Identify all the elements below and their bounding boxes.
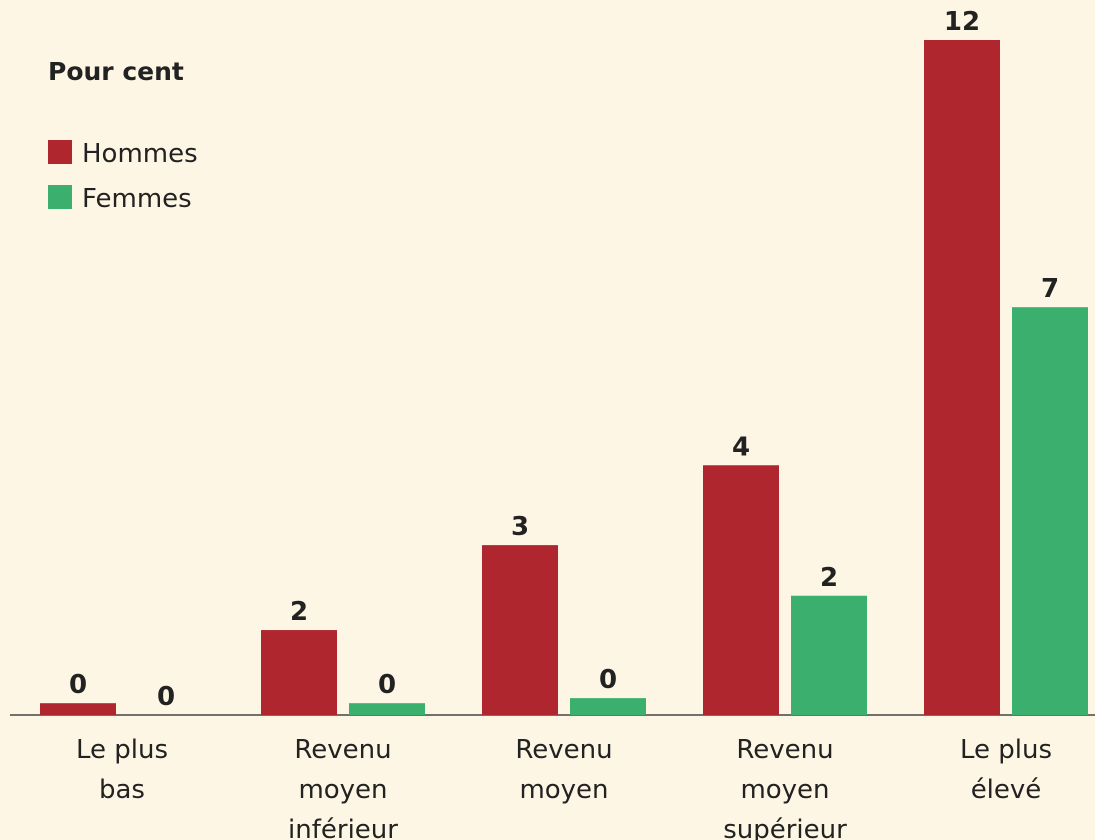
bar xyxy=(924,40,1000,715)
legend-swatch xyxy=(48,140,72,164)
legend-swatch xyxy=(48,185,72,209)
data-label: 2 xyxy=(290,597,308,627)
x-tick-label: Revenu moyen supérieur xyxy=(723,735,847,840)
bar xyxy=(40,703,116,715)
legend-label: Femmes xyxy=(82,184,192,214)
x-tick-label: Le plus bas xyxy=(76,735,168,805)
x-tick-label: Revenu moyen inférieur xyxy=(288,735,398,840)
bar xyxy=(791,595,867,715)
data-label: 2 xyxy=(820,563,838,593)
data-label: 0 xyxy=(157,682,175,712)
bar xyxy=(570,698,646,715)
bar xyxy=(349,703,425,715)
bar xyxy=(482,545,558,715)
bar xyxy=(1012,307,1088,715)
bar xyxy=(261,630,337,715)
data-label: 0 xyxy=(69,670,87,700)
chart-title: Pour cent xyxy=(48,57,184,86)
data-label: 0 xyxy=(599,665,617,695)
bar xyxy=(703,465,779,715)
data-label: 12 xyxy=(944,7,980,37)
x-tick-label: Revenu moyen xyxy=(515,735,612,805)
data-label: 0 xyxy=(378,670,396,700)
data-label: 7 xyxy=(1041,274,1059,304)
data-label: 3 xyxy=(511,512,529,542)
legend-label: Hommes xyxy=(82,139,198,169)
x-tick-label: Le plus élevé xyxy=(960,735,1052,805)
data-label: 4 xyxy=(732,432,750,462)
